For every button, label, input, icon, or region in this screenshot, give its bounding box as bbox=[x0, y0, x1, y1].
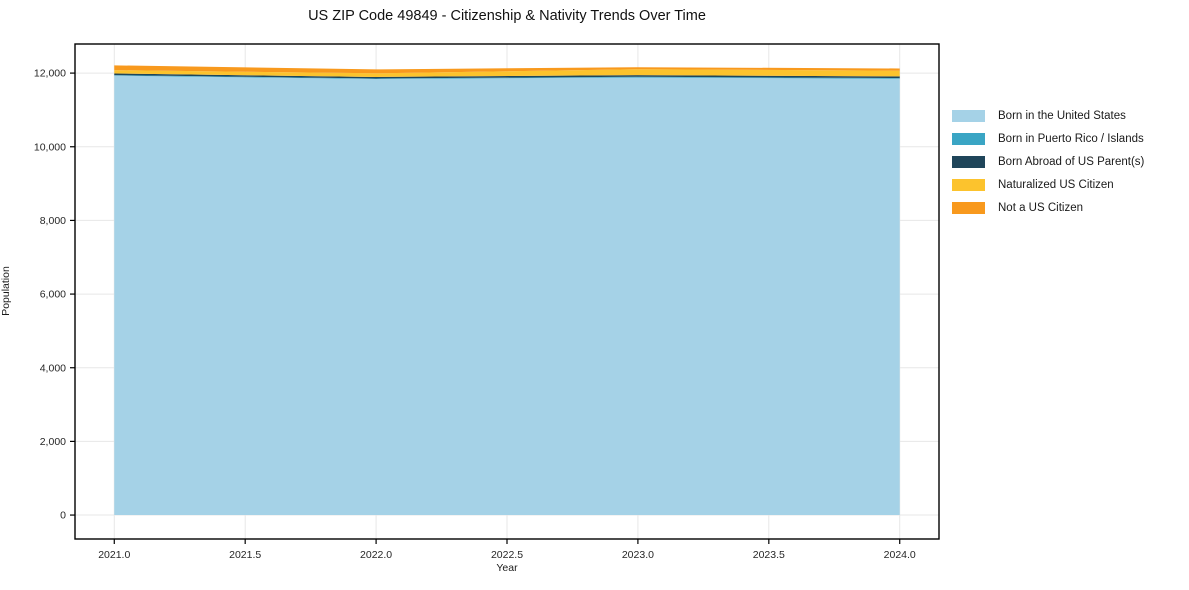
area-series bbox=[114, 65, 900, 74]
legend: Born in the United States Born in Puerto… bbox=[952, 104, 1144, 219]
legend-item: Born Abroad of US Parent(s) bbox=[952, 150, 1144, 173]
legend-label: Born Abroad of US Parent(s) bbox=[998, 155, 1145, 168]
y-tick-label: 0 bbox=[60, 510, 66, 522]
y-tick-label: 8,000 bbox=[40, 215, 66, 227]
legend-item: Born in Puerto Rico / Islands bbox=[952, 127, 1144, 150]
area-series bbox=[114, 75, 900, 79]
legend-swatch bbox=[952, 178, 985, 191]
legend-label: Born in Puerto Rico / Islands bbox=[998, 132, 1144, 145]
legend-label: Naturalized US Citizen bbox=[998, 178, 1114, 191]
legend-swatch bbox=[952, 155, 985, 168]
area-series bbox=[114, 73, 900, 79]
chart-title: US ZIP Code 49849 - Citizenship & Nativi… bbox=[308, 8, 706, 24]
y-tick-label: 6,000 bbox=[40, 289, 66, 301]
x-tick-label: 2024.0 bbox=[884, 549, 916, 561]
y-tick-label: 12,000 bbox=[34, 68, 66, 80]
x-tick-label: 2022.5 bbox=[491, 549, 523, 561]
x-tick-label: 2022.0 bbox=[360, 549, 392, 561]
legend-item: Naturalized US Citizen bbox=[952, 173, 1144, 196]
y-axis-label: Population bbox=[0, 266, 12, 316]
legend-swatch bbox=[952, 109, 985, 122]
y-tick-label: 4,000 bbox=[40, 362, 66, 374]
y-tick-label: 2,000 bbox=[40, 436, 66, 448]
legend-item: Born in the United States bbox=[952, 104, 1144, 127]
x-tick-label: 2021.5 bbox=[229, 549, 261, 561]
legend-label: Born in the United States bbox=[998, 109, 1126, 122]
legend-swatch bbox=[952, 132, 985, 145]
area-series bbox=[114, 69, 900, 77]
legend-item: Not a US Citizen bbox=[952, 196, 1144, 219]
legend-swatch bbox=[952, 201, 985, 214]
legend-label: Not a US Citizen bbox=[998, 201, 1084, 214]
x-axis-label: Year bbox=[496, 562, 518, 574]
x-tick-label: 2021.0 bbox=[98, 549, 130, 561]
x-tick-label: 2023.5 bbox=[753, 549, 785, 561]
y-tick-label: 10,000 bbox=[34, 141, 66, 153]
area-series bbox=[114, 75, 900, 516]
x-tick-label: 2023.0 bbox=[622, 549, 654, 561]
